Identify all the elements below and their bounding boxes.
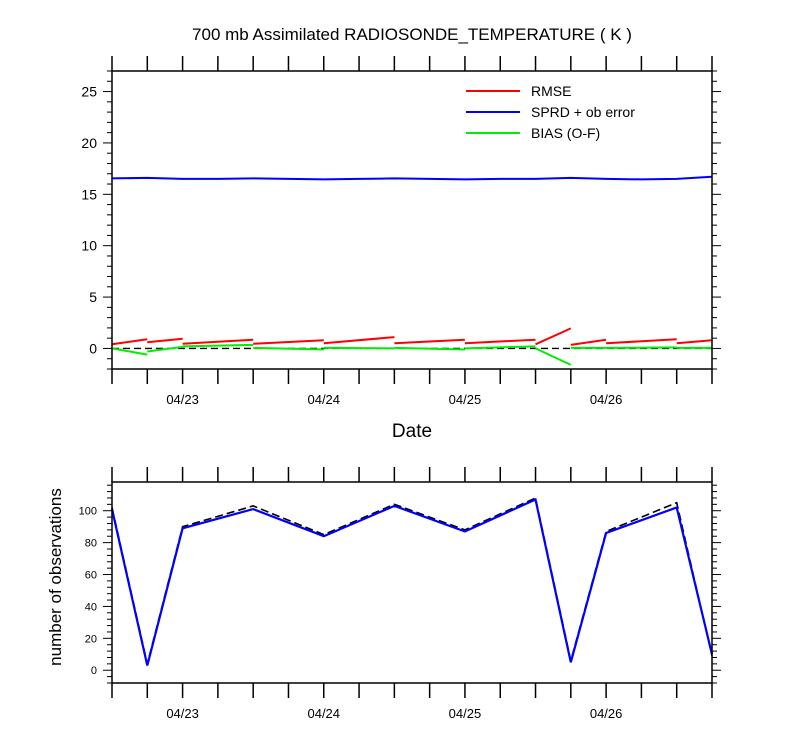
rmse-line [676,339,713,345]
x-tick-label: 04/23 [166,706,199,721]
y-tick-label: 0 [91,665,97,677]
top-chart-axes: 0 5 10 15 20 25 04/23 04/24 04/25 04/26 [81,56,721,407]
rmse-line [606,338,677,345]
y-tick-label: 100 [79,506,97,518]
y-tick-label: 80 [85,538,97,550]
x-tick-label: 04/24 [307,392,340,407]
rmse-line [535,327,572,346]
bias-o-f-line [394,346,465,351]
legend-label: BIAS (O-F) [531,125,600,141]
bias-o-f-line [464,345,536,350]
y-axis-label: number of observations [46,488,65,666]
bias-o-f-line [606,346,677,349]
bottom-chart-series [110,496,714,666]
sprd-ob-error-line [111,175,713,181]
bottom-plot-frame [111,481,713,684]
rmse-line [394,338,465,345]
bias-o-f-line [253,346,324,351]
bias-o-f-line [535,347,572,366]
rmse-line [253,339,324,345]
rmse-line [570,338,607,346]
x-tick-label: 04/25 [449,706,482,721]
rmse-line [182,338,254,345]
y-tick-label: 20 [81,135,97,151]
y-tick-label: 40 [85,601,97,613]
rmse-line [111,338,148,346]
bias-o-f-line [147,345,183,353]
rmse-line [464,338,536,345]
y-tick-label: 25 [81,84,97,100]
bias-o-f-line [182,343,254,348]
y-tick-label: 60 [85,569,97,581]
x-tick-label: 04/26 [590,706,623,721]
top-chart-series [111,175,713,366]
chart-title: 700 mb Assimilated RADIOSONDE_TEMPERATUR… [192,25,632,44]
legend: RMSE SPRD + ob error BIAS (O-F) [466,83,635,141]
y-tick-label: 15 [81,186,97,202]
bias-o-f-line [323,346,395,350]
bias-o-f-line [111,347,148,356]
observations-chart: 0 20 40 60 80 100 04/23 04/24 04/25 04/26 number … [46,467,721,721]
y-tick-label: 5 [89,289,97,305]
x-tick-label: 04/26 [590,392,623,407]
observations-solid-line [110,497,714,666]
x-tick-label: 04/23 [166,392,199,407]
x-axis-label: Date [392,421,432,442]
legend-label: SPRD + ob error [531,104,635,120]
y-tick-label: 10 [81,238,97,254]
bottom-chart-axes: 0 20 40 60 80 100 04/23 04/24 04/25 04/26 [79,467,721,721]
y-tick-label: 0 [89,340,97,356]
rmse-line [323,336,395,345]
x-tick-label: 04/24 [307,706,340,721]
x-tick-label: 04/25 [449,392,482,407]
y-tick-label: 20 [85,633,97,645]
rmse-line [147,337,183,344]
legend-label: RMSE [531,83,571,99]
top-plot-frame [111,70,713,370]
rmse-chart: 700 mb Assimilated RADIOSONDE_TEMPERATUR… [81,25,721,442]
